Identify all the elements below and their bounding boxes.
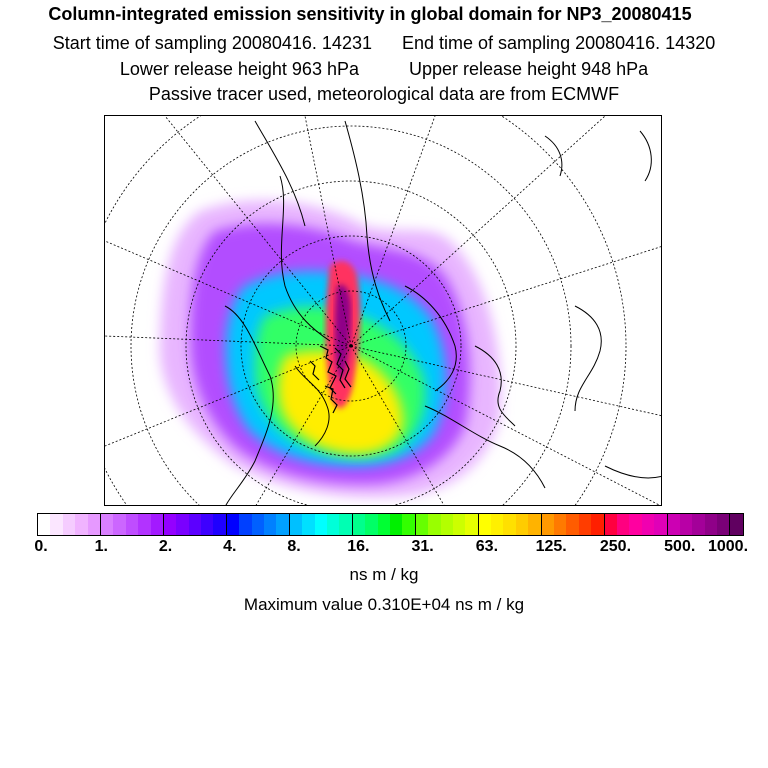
colorbar-cell bbox=[667, 514, 680, 535]
max-value-label: Maximum value 0.310E+04 ns m / kg bbox=[243, 595, 525, 614]
colorbar-cell bbox=[226, 514, 240, 535]
colorbar-cell bbox=[188, 514, 202, 535]
colorbar-cell bbox=[440, 514, 453, 535]
colorbar-cell bbox=[616, 514, 630, 535]
colorbar-cell bbox=[314, 514, 327, 535]
colorbar-cell bbox=[201, 514, 214, 535]
colorbar-tick-label: 8. bbox=[287, 538, 301, 555]
upper-release-label: Upper release height 948 hPa bbox=[409, 59, 649, 79]
colorbar-cell bbox=[578, 514, 592, 535]
colorbar-cell bbox=[641, 514, 655, 535]
colorbar-cell bbox=[339, 514, 353, 535]
lower-release-label: Lower release height 963 hPa bbox=[119, 59, 359, 79]
colorbar-tick-label: 1000. bbox=[707, 538, 749, 555]
colorbar-cell bbox=[591, 514, 605, 535]
graticule bbox=[105, 116, 661, 505]
colorbar-cell bbox=[289, 514, 303, 535]
colorbar bbox=[37, 513, 744, 536]
colorbar-cell bbox=[452, 514, 466, 535]
colorbar-tick-label: 4. bbox=[223, 538, 237, 555]
chart-title: Column-integrated emission sensitivity i… bbox=[48, 4, 692, 24]
colorbar-cell bbox=[125, 514, 139, 535]
colorbar-cell bbox=[213, 514, 227, 535]
colorbar-cell bbox=[150, 514, 164, 535]
colorbar-tick-label: 0. bbox=[34, 538, 48, 555]
colorbar-cell bbox=[528, 514, 542, 535]
colorbar-cell bbox=[264, 514, 277, 535]
colorbar-tick-label: 31. bbox=[411, 538, 434, 555]
colorbar-cell bbox=[415, 514, 429, 535]
colorbar-tick-label: 16. bbox=[347, 538, 370, 555]
colorbar-units: ns m / kg bbox=[349, 565, 419, 584]
colorbar-cell bbox=[717, 514, 731, 535]
colorbar-cell bbox=[276, 514, 290, 535]
colorbar-tick-label: 1. bbox=[94, 538, 108, 555]
islands bbox=[309, 345, 352, 414]
colorbar-cell bbox=[465, 514, 479, 535]
colorbar-cell bbox=[163, 514, 177, 535]
colorbar-tick-label: 125. bbox=[535, 538, 567, 555]
colorbar-tick-label: 250. bbox=[599, 538, 632, 555]
colorbar-cell bbox=[503, 514, 516, 535]
colorbar-cell bbox=[75, 514, 88, 535]
colorbar-cell bbox=[566, 514, 579, 535]
colorbar-cell bbox=[554, 514, 567, 535]
colorbar-cell bbox=[402, 514, 416, 535]
colorbar-cell bbox=[176, 514, 189, 535]
colorbar-cell bbox=[138, 514, 151, 535]
end-sampling-label: End time of sampling 20080416. 14320 bbox=[402, 33, 716, 53]
start-sampling-label: Start time of sampling 20080416. 14231 bbox=[52, 33, 372, 53]
colorbar-cell bbox=[100, 514, 114, 535]
colorbar-cell bbox=[38, 514, 51, 535]
colorbar-cell bbox=[251, 514, 265, 535]
plume-peak bbox=[334, 284, 351, 381]
colorbar-tick-label: 63. bbox=[475, 538, 499, 555]
colorbar-cell bbox=[377, 514, 390, 535]
colorbar-cell bbox=[491, 514, 504, 535]
colorbar-cell bbox=[87, 514, 101, 535]
colorbar-cell bbox=[654, 514, 668, 535]
colorbar-cell bbox=[50, 514, 63, 535]
colorbar-cell bbox=[352, 514, 366, 535]
colorbar-cell bbox=[326, 514, 340, 535]
colorbar-cell bbox=[389, 514, 403, 535]
colorbar-cell bbox=[113, 514, 126, 535]
colorbar-cell bbox=[365, 514, 378, 535]
sensitivity-map bbox=[104, 115, 662, 506]
colorbar-cell bbox=[604, 514, 617, 535]
colorbar-cell bbox=[302, 514, 315, 535]
colorbar-cell bbox=[62, 514, 76, 535]
tracer-note: Passive tracer used, meteorological data… bbox=[148, 84, 620, 104]
map-canvas bbox=[105, 116, 661, 505]
colorbar-tick-label: 2. bbox=[158, 538, 173, 555]
colorbar-cell bbox=[704, 514, 718, 535]
colorbar-cell bbox=[730, 514, 743, 535]
sampling-times: Start time of sampling 20080416. 14231 E… bbox=[0, 33, 768, 54]
coastlines bbox=[224, 120, 661, 505]
colorbar-cell bbox=[239, 514, 252, 535]
colorbar-cell bbox=[478, 514, 492, 535]
colorbar-cell bbox=[679, 514, 693, 535]
colorbar-cell bbox=[515, 514, 529, 535]
release-heights: Lower release height 963 hPa Upper relea… bbox=[0, 59, 768, 80]
colorbar-cell bbox=[428, 514, 441, 535]
colorbar-cell bbox=[541, 514, 555, 535]
colorbar-cell bbox=[629, 514, 642, 535]
colorbar-cell bbox=[692, 514, 705, 535]
colorbar-tick-label: 500. bbox=[664, 538, 696, 555]
